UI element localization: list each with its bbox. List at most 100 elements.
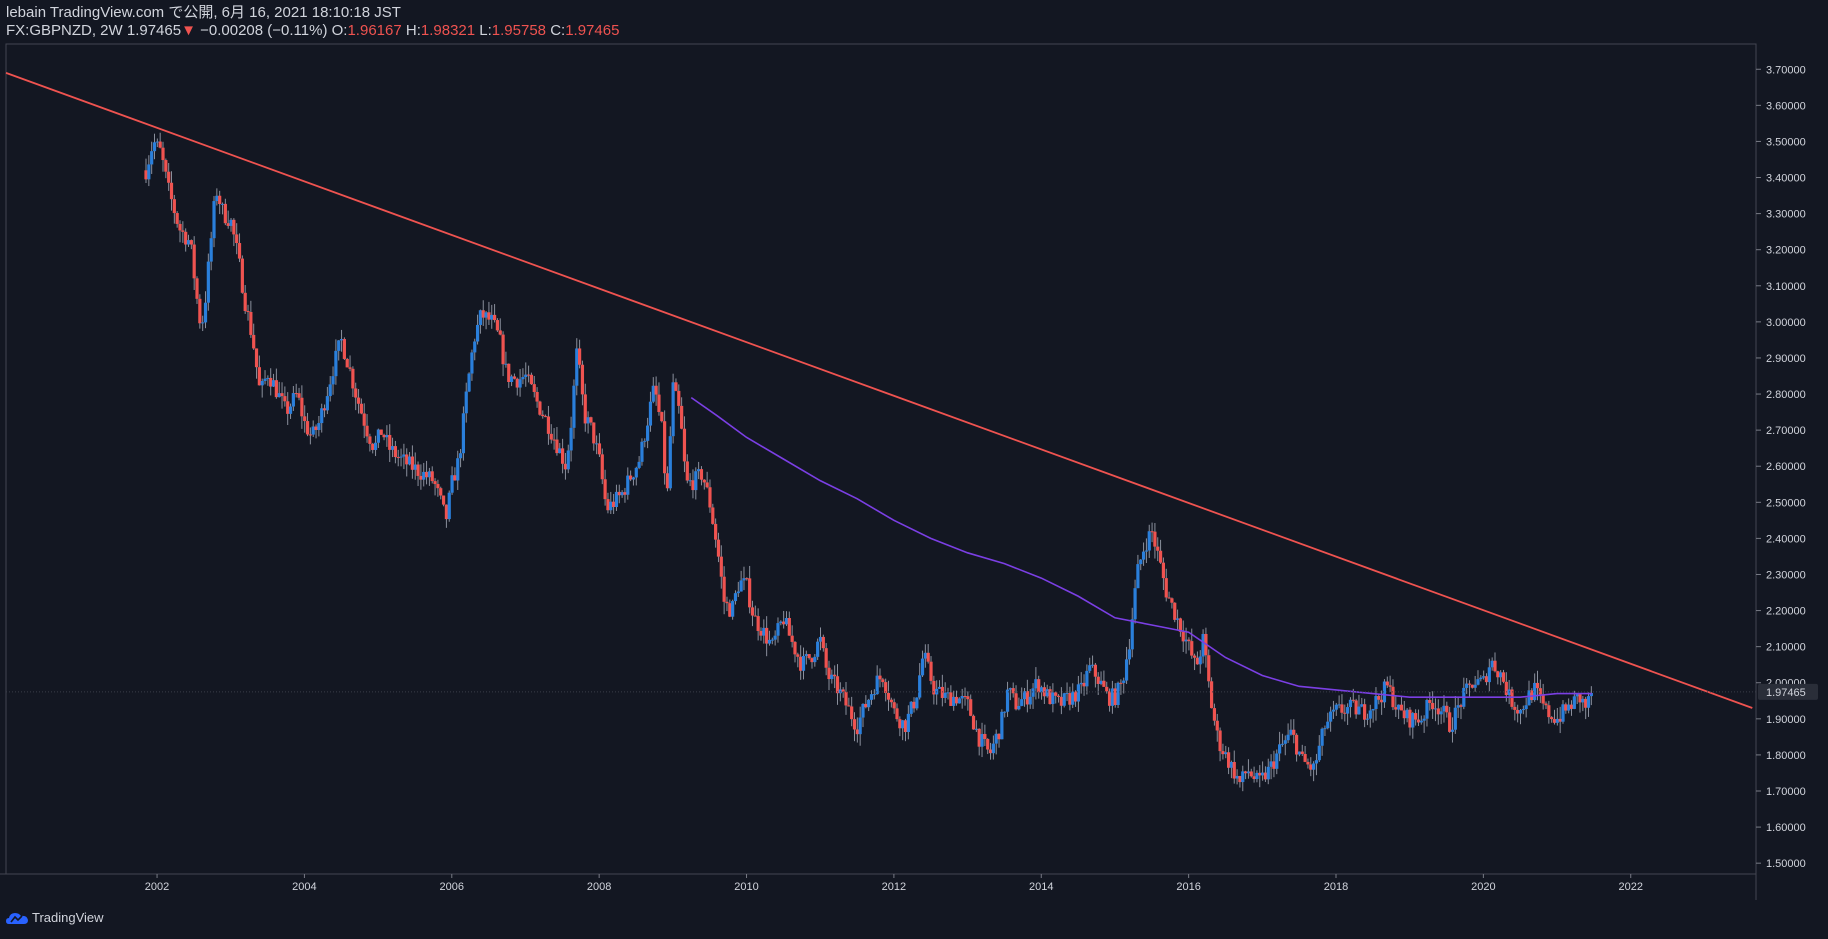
candle-body [144,170,148,180]
candle-body [745,578,749,580]
candle-body [305,421,310,435]
candle-body [801,655,806,671]
candle-body [668,436,672,489]
candle-body [467,373,471,392]
candle-body [1224,752,1228,755]
candle-body [447,492,451,520]
candle-body [444,504,449,520]
candle-body [1501,672,1506,682]
y-tick-label: 2.80000 [1766,389,1806,401]
candle-body [1207,655,1211,682]
candle-body [1538,688,1542,695]
candle-body [867,699,871,708]
candle-body [620,492,624,496]
candle-body [1292,729,1296,735]
candle-body [1314,760,1319,764]
candle-body [714,523,718,540]
candle-body [799,656,803,671]
candle-body [1487,667,1491,683]
candle-body [1496,671,1500,678]
candle-body [532,384,536,392]
candle-body [1156,546,1160,551]
candle-body [1527,690,1531,706]
candle-body [1255,772,1259,780]
candle-body [393,446,397,458]
candle-body [1467,683,1472,685]
candle-body [385,434,389,438]
candle-body [1550,717,1554,720]
candle-body [1337,704,1341,706]
candle-body [1079,682,1083,685]
candle-body [1022,691,1027,700]
candle-body [643,440,647,442]
candle-body [943,692,947,698]
candle-body [229,219,233,226]
candle-body [850,706,854,720]
candle-body [813,656,817,663]
candle-body [311,426,315,435]
candle-body [436,484,440,489]
candle-body [733,593,738,602]
candle-body [212,201,216,239]
candle-body [175,213,179,224]
candle-body [986,739,990,750]
candle-body [750,607,755,616]
y-tick-label: 3.10000 [1766,281,1806,293]
candle-body [719,556,723,577]
candle-body [1269,761,1273,767]
candle-body [606,499,610,511]
candle-body [150,151,154,165]
candle-body [529,374,534,385]
candle-body [475,324,480,342]
candle-body [1586,696,1591,708]
candle-body [1286,734,1290,741]
candle-body [209,238,213,262]
candle-body [1212,708,1217,721]
candle-body [600,454,604,480]
candle-body [382,434,386,438]
candle-body [1535,682,1540,689]
y-tick-label: 2.90000 [1766,353,1806,365]
candle-body [708,487,712,508]
candle-body [1346,707,1350,714]
candle-body [546,416,551,434]
candle-body [563,463,568,470]
candle-body [827,667,831,680]
candle-body [1368,710,1372,719]
candle-body [1416,719,1421,723]
brand-label: TradingView [32,910,104,925]
candle-body [558,448,562,454]
x-tick-label: 2022 [1618,881,1642,893]
x-tick-label: 2020 [1471,881,1495,893]
x-tick-label: 2014 [1029,881,1053,893]
candle-body [566,450,570,470]
candle-body [1414,713,1418,720]
tradingview-logo[interactable]: TradingView [6,910,104,925]
candle-body [816,641,820,657]
candle-body [368,436,372,444]
candle-body [1499,672,1503,678]
candle-body [776,623,780,636]
candle-body [977,728,981,747]
candle-body [1107,691,1112,706]
candle-body [994,733,998,744]
cloud-logo-icon [6,912,28,924]
candle-body [1235,775,1239,779]
candle-body [844,691,848,706]
candle-body [297,393,301,398]
candle-body [1521,709,1525,711]
candle-body [1144,550,1149,552]
candle-body [232,219,236,235]
candle-body [218,195,222,205]
candle-body [1252,776,1256,780]
candle-body [1303,754,1307,762]
candle-body [807,654,811,659]
candle-body [1056,695,1061,697]
candle-body [1048,689,1052,705]
candle-body [535,391,539,402]
candle-body [830,674,834,680]
candle-body [654,385,658,395]
candle-body [1110,688,1114,706]
candle-body [1357,706,1361,715]
